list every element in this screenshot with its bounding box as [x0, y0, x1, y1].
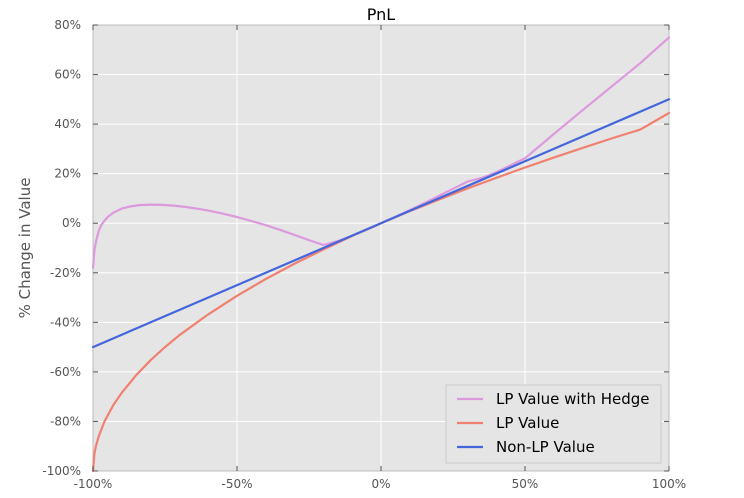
y-tick-label: 0% [62, 216, 81, 230]
legend-label: LP Value [496, 414, 559, 432]
y-tick-label: -40% [50, 315, 81, 329]
series-layer [91, 36, 671, 473]
y-tick-label: 40% [54, 117, 81, 131]
x-tick-label: 100% [652, 477, 686, 491]
y-tick-label: 60% [54, 68, 81, 82]
x-tick-label: -50% [221, 477, 252, 491]
legend-label: Non-LP Value [496, 438, 595, 456]
y-tick-label: -80% [50, 414, 81, 428]
y-tick-label: -20% [50, 266, 81, 280]
x-tick-label: 0% [371, 477, 390, 491]
y-tick-label: 80% [54, 18, 81, 32]
chart-title: PnL [367, 5, 396, 24]
ticks [92, 24, 670, 472]
y-axis-label: % Change in Value [16, 178, 34, 319]
tick-labels: -100% -50% 0% 50% 100% -100% -80% -60% -40% -20% 0… [42, 18, 686, 491]
y-tick-label: -60% [50, 365, 81, 379]
legend-label: LP Value with Hedge [496, 390, 650, 408]
series-line-3 [91, 98, 671, 349]
series-line-1 [91, 36, 671, 269]
x-tick-label: -100% [74, 477, 113, 491]
y-tick-label: -100% [42, 464, 81, 478]
series-line-2 [91, 111, 671, 473]
x-tick-label: 50% [512, 477, 539, 491]
legend: LP Value with Hedge LP Value Non-LP Value [445, 384, 662, 464]
grid [93, 25, 669, 471]
y-tick-label: 20% [54, 167, 81, 181]
